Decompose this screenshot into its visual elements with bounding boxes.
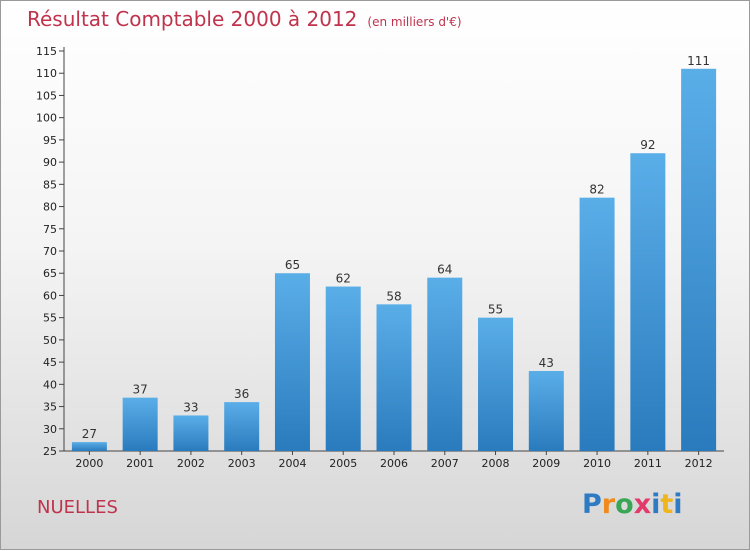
x-tick-label: 2000 <box>75 457 103 470</box>
y-tick-label: 55 <box>43 312 57 325</box>
bar-value-label: 43 <box>539 356 554 370</box>
bar <box>173 415 209 451</box>
y-tick-label: 95 <box>43 134 57 147</box>
bar <box>681 68 717 452</box>
bar <box>274 273 310 451</box>
bar-value-label: 64 <box>437 263 452 277</box>
bar-value-label: 55 <box>488 303 503 317</box>
location-name: NUELLES <box>37 497 118 518</box>
x-tick-label: 2002 <box>177 457 205 470</box>
bar-value-label: 33 <box>183 400 198 414</box>
bar <box>325 286 361 451</box>
x-tick-label: 2011 <box>634 457 662 470</box>
proxiti-logo: Proxiti <box>582 489 683 520</box>
bar <box>122 397 158 451</box>
logo-letter: r <box>601 489 616 520</box>
y-tick-label: 115 <box>36 45 57 58</box>
chart-title-text: Résultat Comptable 2000 à 2012 <box>27 7 358 31</box>
y-tick-label: 85 <box>43 178 57 191</box>
x-tick-label: 2006 <box>380 457 408 470</box>
x-tick-label: 2012 <box>685 457 713 470</box>
bar-value-label: 92 <box>640 138 655 152</box>
x-tick-label: 2005 <box>329 457 357 470</box>
x-tick-label: 2008 <box>482 457 510 470</box>
y-tick-label: 25 <box>43 445 57 458</box>
value-labels: 27 37 33 36 65 62 58 64 55 43 82 92 111 <box>82 54 710 441</box>
y-tick-label: 90 <box>43 156 57 169</box>
y-tick-label: 60 <box>43 289 57 302</box>
bar <box>630 153 666 451</box>
x-tick-label: 2004 <box>278 457 306 470</box>
axes: 25 30 35 40 45 50 55 60 65 70 75 80 85 90 95 100 105 110 1… <box>36 45 724 470</box>
y-tick-label: 30 <box>43 423 57 436</box>
chart-unit: (en milliers d'€) <box>367 15 462 29</box>
y-tick-label: 75 <box>43 223 57 236</box>
bar-value-label: 111 <box>687 54 710 68</box>
bar-value-label: 36 <box>234 387 249 401</box>
x-tick-label: 2007 <box>431 457 459 470</box>
y-tick-label: 50 <box>43 334 57 347</box>
bar-value-label: 62 <box>336 272 351 286</box>
bar-value-label: 65 <box>285 258 300 272</box>
x-tick-label: 2003 <box>228 457 256 470</box>
logo-letter: o <box>615 489 634 520</box>
bar-value-label: 37 <box>133 383 148 397</box>
y-tick-label: 65 <box>43 267 57 280</box>
logo-letter: x <box>633 489 652 520</box>
bar <box>224 402 260 451</box>
bar-value-label: 58 <box>386 289 401 303</box>
y-tick-label: 45 <box>43 356 57 369</box>
y-tick-label: 80 <box>43 201 57 214</box>
y-tick-label: 70 <box>43 245 57 258</box>
logo-letter: i <box>673 489 683 520</box>
logo-letter: i <box>651 489 661 520</box>
chart-title: Résultat Comptable 2000 à 2012 (en millie… <box>27 7 462 31</box>
x-tick-label: 2010 <box>583 457 611 470</box>
y-tick-label: 40 <box>43 378 57 391</box>
x-tick-label: 2001 <box>126 457 154 470</box>
x-tick-label: 2009 <box>532 457 560 470</box>
bar <box>579 197 615 451</box>
bar <box>376 304 412 451</box>
y-tick-label: 110 <box>36 67 57 80</box>
bar <box>71 442 107 451</box>
bar <box>478 317 514 451</box>
bars <box>71 68 717 452</box>
bar-value-label: 27 <box>82 427 97 441</box>
logo-letter: t <box>660 489 674 520</box>
y-tick-label: 105 <box>36 89 57 102</box>
bar <box>427 277 463 451</box>
bar <box>528 371 564 451</box>
y-tick-label: 35 <box>43 401 57 414</box>
logo-letter: P <box>582 489 602 520</box>
bar-value-label: 82 <box>589 183 604 197</box>
y-tick-label: 100 <box>36 112 57 125</box>
